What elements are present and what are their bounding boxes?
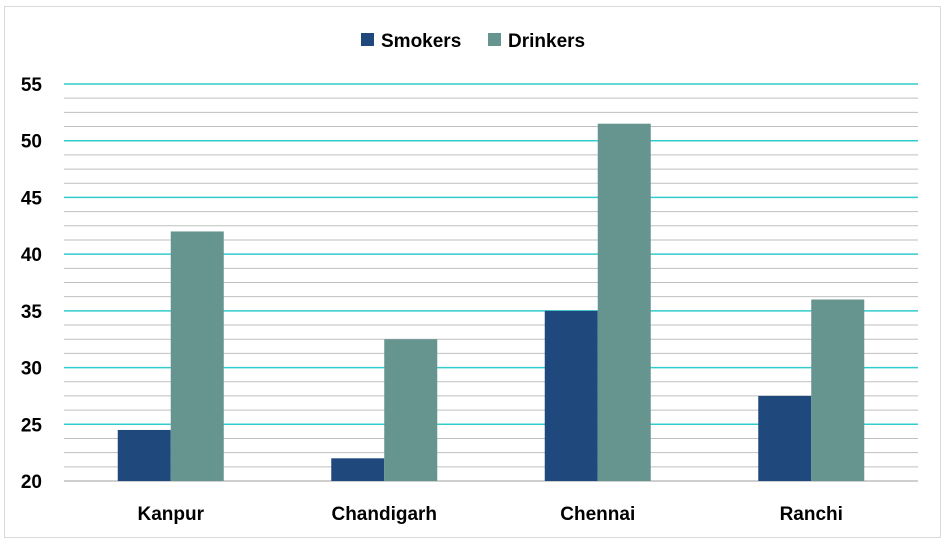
y-axis-ticks: 20 25 30 35 40 45 50 55	[21, 75, 43, 493]
y-tick-label: 50	[21, 132, 42, 153]
legend-swatch-drinkers	[488, 33, 501, 46]
y-tick-label: 55	[21, 75, 43, 96]
bar-smokers-chennai	[544, 310, 598, 481]
bar-drinkers-ranchi	[811, 299, 865, 481]
y-tick-label: 25	[21, 415, 43, 436]
y-tick-label: 40	[21, 245, 42, 266]
x-category-label: Kanpur	[138, 504, 205, 525]
legend-label-smokers: Smokers	[381, 31, 461, 52]
y-tick-label: 35	[21, 302, 43, 323]
bar-drinkers-chandigarh	[384, 339, 438, 481]
x-category-label: Chandigarh	[331, 504, 437, 525]
y-tick-label: 20	[21, 472, 42, 493]
bar-smokers-chandigarh	[331, 458, 385, 481]
bars	[117, 123, 865, 481]
legend-swatch-smokers	[361, 33, 374, 46]
bar-drinkers-chennai	[597, 123, 651, 481]
x-category-label: Ranchi	[780, 504, 843, 525]
bar-smokers-ranchi	[758, 395, 812, 481]
legend: Smokers Drinkers	[361, 31, 585, 52]
bar-drinkers-kanpur	[170, 231, 224, 481]
x-axis-labels: Kanpur Chandigarh Chennai Ranchi	[138, 504, 843, 525]
legend-label-drinkers: Drinkers	[508, 31, 585, 52]
bar-smokers-kanpur	[117, 429, 171, 481]
y-tick-label: 30	[21, 359, 42, 380]
x-category-label: Chennai	[560, 504, 635, 525]
y-tick-label: 45	[21, 188, 43, 209]
